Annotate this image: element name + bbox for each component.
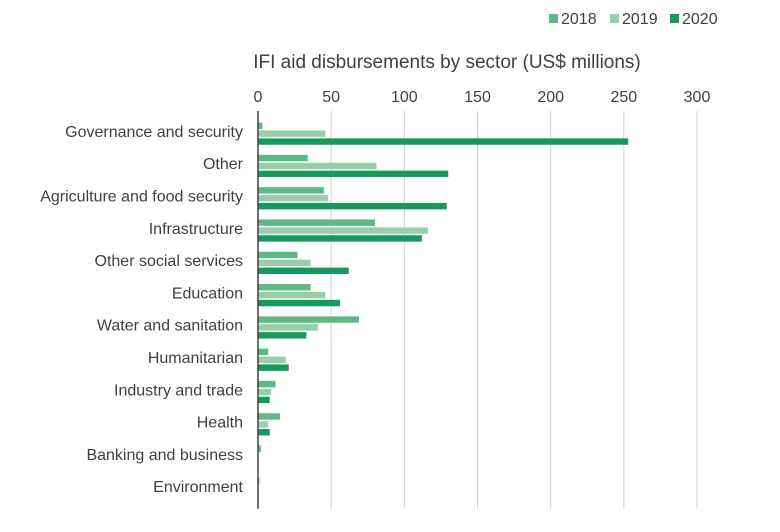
bar-2018 <box>258 122 263 129</box>
bar-2019 <box>258 162 377 170</box>
category-label: Industry and trade <box>114 382 243 399</box>
x-tick-label: 50 <box>322 89 340 106</box>
x-axis-ticks: 0 50 100 150 200 250 300 <box>254 89 711 106</box>
legend-label: 2020 <box>682 11 718 28</box>
bar-2019 <box>258 259 311 267</box>
bar-2018 <box>258 154 308 162</box>
x-tick-label: 300 <box>684 89 711 106</box>
legend-swatch <box>610 14 619 23</box>
category-label: Other social services <box>95 253 244 270</box>
chart-title: IFI aid disbursements by sector (US$ mil… <box>253 52 641 73</box>
category-label: Infrastructure <box>149 221 243 238</box>
bar-2020 <box>258 138 629 145</box>
bar-2020 <box>258 235 422 242</box>
x-tick-label: 250 <box>610 89 637 106</box>
bar-2018 <box>258 284 311 291</box>
bar-2018 <box>258 380 276 388</box>
x-tick-label: 150 <box>464 89 491 106</box>
bar-2019 <box>258 195 329 202</box>
bar-2020 <box>258 202 447 210</box>
bar-2020 <box>258 267 349 274</box>
bar-2020 <box>258 429 270 436</box>
bar-2019 <box>258 130 326 137</box>
category-label: Banking and business <box>86 447 243 464</box>
category-label: Education <box>172 285 243 302</box>
bar-2019 <box>258 227 428 234</box>
bar-2018 <box>258 219 376 226</box>
legend-swatch <box>549 14 558 23</box>
bar-2019 <box>258 421 269 428</box>
category-label: Other <box>203 156 244 173</box>
legend-label: 2019 <box>622 11 658 28</box>
bar-2018 <box>258 251 298 259</box>
bar-2018 <box>258 187 324 194</box>
legend-swatch <box>670 14 679 23</box>
bar-2020 <box>258 396 270 404</box>
x-tick-label: 100 <box>391 89 418 106</box>
bar-2018 <box>258 348 269 356</box>
bar-2020 <box>258 364 289 371</box>
bar-2019 <box>258 356 286 363</box>
bar-2018 <box>258 413 280 420</box>
legend: 2018 2019 2020 <box>549 11 718 28</box>
x-tick-label: 0 <box>254 89 263 106</box>
category-label: Health <box>197 415 243 432</box>
category-label: Water and sanitation <box>97 318 243 335</box>
category-label: Environment <box>153 479 243 496</box>
bar-2019 <box>258 388 272 396</box>
bar-2019 <box>258 291 326 299</box>
bar-2020 <box>258 299 340 307</box>
bars <box>258 122 629 485</box>
category-label: Humanitarian <box>148 350 243 367</box>
bar-2018 <box>258 316 359 323</box>
gridlines <box>330 111 698 509</box>
x-tick-label: 200 <box>537 89 564 106</box>
bar-2020 <box>258 332 307 339</box>
legend-label: 2018 <box>561 11 597 28</box>
category-label: Governance and security <box>65 124 243 141</box>
bar-2019 <box>258 324 318 331</box>
bar-2020 <box>258 170 449 178</box>
bar-2018 <box>258 445 261 452</box>
category-labels: Governance and security Other Agriculture … <box>40 124 243 496</box>
category-label: Agriculture and food security <box>40 188 243 205</box>
